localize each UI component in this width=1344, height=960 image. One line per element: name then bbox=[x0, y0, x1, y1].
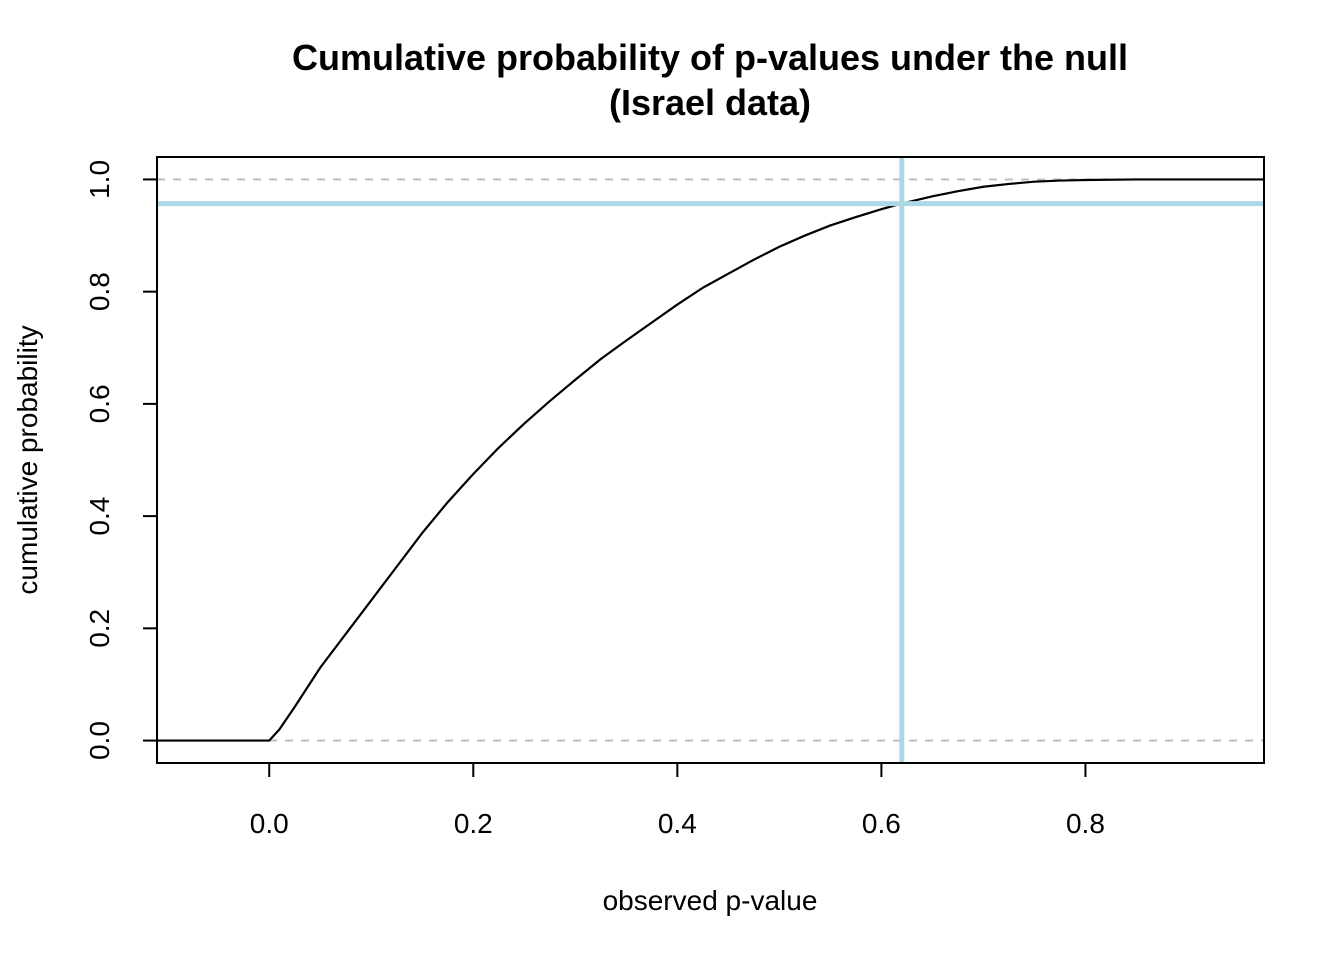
cdf-curve-0 bbox=[157, 178, 1264, 742]
y-tick-label-1: 0.2 bbox=[84, 609, 115, 648]
x-tick-label-0: 0.0 bbox=[250, 808, 289, 839]
y-tick-label-4: 0.8 bbox=[84, 272, 115, 311]
x-axis: 0.0 0.2 0.4 0.6 0.8 bbox=[250, 763, 1105, 839]
reference-lines bbox=[157, 178, 1264, 742]
chart-title: Cumulative probability of p-values under… bbox=[292, 37, 1128, 78]
y-tick-label-5: 1.0 bbox=[84, 160, 115, 199]
y-axis: 0.0 0.2 0.4 0.6 0.8 1.0 bbox=[84, 160, 157, 760]
x-tick-label-4: 0.8 bbox=[1066, 808, 1105, 839]
x-tick-label-2: 0.4 bbox=[658, 808, 697, 839]
y-tick-label-2: 0.4 bbox=[84, 497, 115, 536]
y-axis-label: cumulative probability bbox=[12, 325, 43, 594]
x-tick-label-3: 0.6 bbox=[862, 808, 901, 839]
x-axis-label: observed p-value bbox=[603, 885, 818, 916]
curve-layer bbox=[157, 178, 1264, 742]
plot-frame bbox=[156, 156, 1265, 764]
x-tick-label-1: 0.2 bbox=[454, 808, 493, 839]
y-tick-label-0: 0.0 bbox=[84, 721, 115, 760]
chart-subtitle: (Israel data) bbox=[609, 82, 811, 123]
highlight-layer bbox=[157, 157, 1264, 763]
y-tick-label-3: 0.6 bbox=[84, 384, 115, 423]
